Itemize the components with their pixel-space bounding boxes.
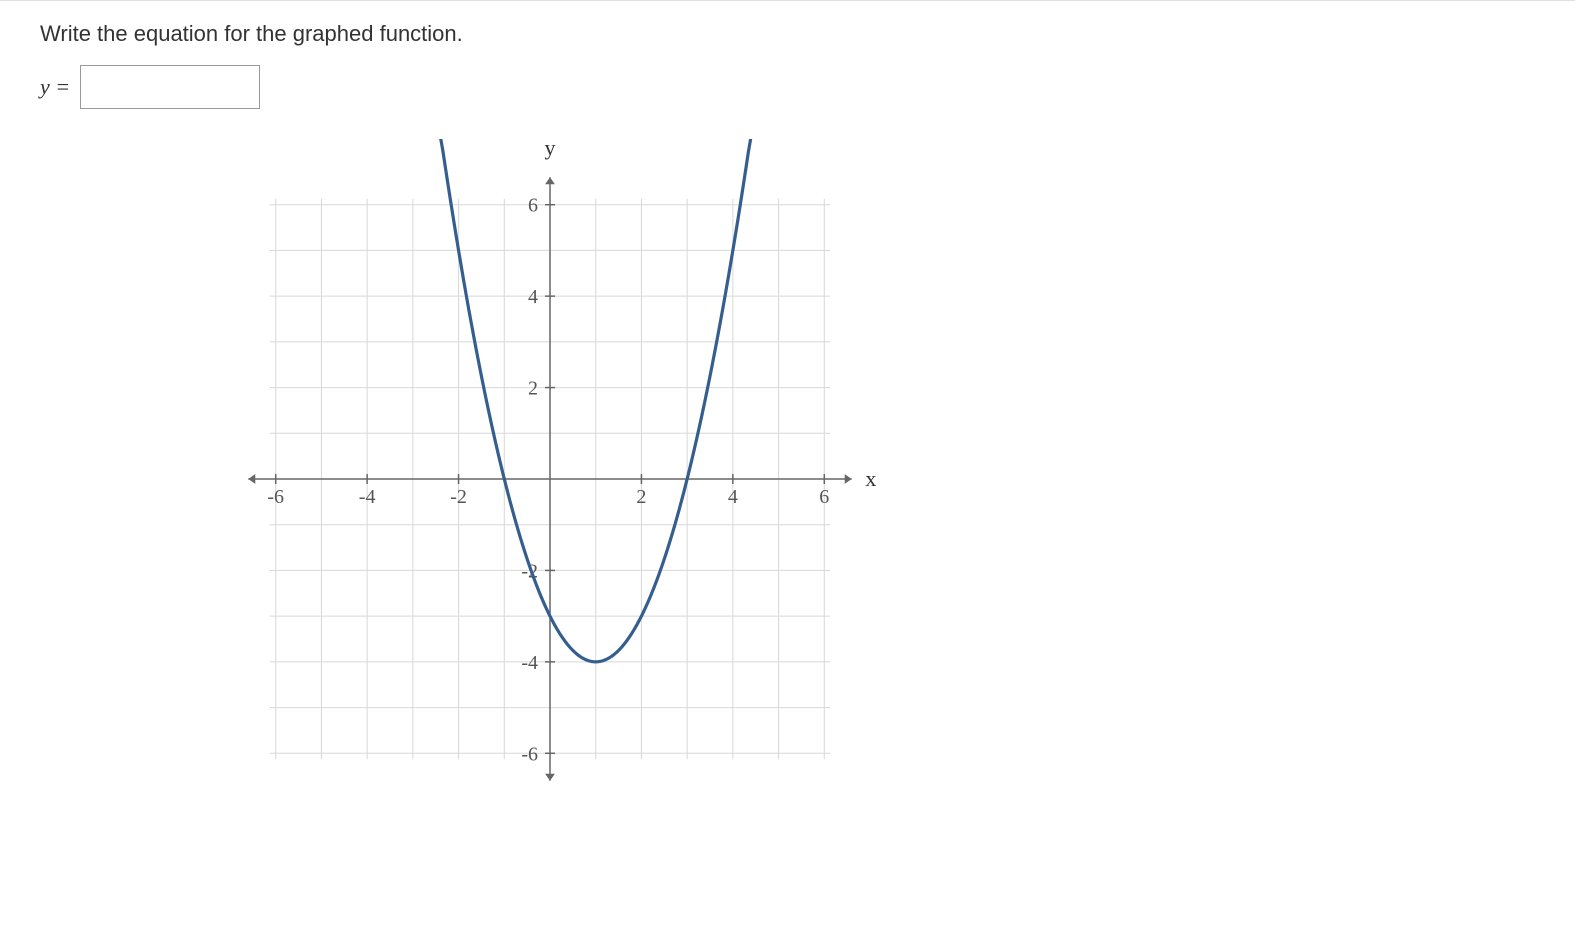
x-tick-label: -4 <box>359 486 376 508</box>
answer-row: y = <box>40 65 1535 109</box>
x-tick-label: -2 <box>450 486 467 508</box>
chart-svg: -6-4-2246642-2-4-6xy <box>210 139 890 819</box>
y-axis-label: y <box>545 139 556 160</box>
x-tick-label: -6 <box>267 486 284 508</box>
parabola-chart: -6-4-2246642-2-4-6xy <box>210 139 1535 819</box>
y-tick-label: -6 <box>521 743 538 765</box>
x-tick-label: 4 <box>728 486 738 508</box>
x-axis-label: x <box>865 466 876 491</box>
x-tick-label: 6 <box>819 486 829 508</box>
answer-label: y = <box>40 74 70 100</box>
equation-input[interactable] <box>80 65 260 109</box>
y-tick-label: 4 <box>528 286 538 308</box>
question-panel: Write the equation for the graphed funct… <box>0 0 1575 952</box>
y-tick-label: 2 <box>528 378 538 400</box>
y-tick-label: -4 <box>521 652 538 674</box>
y-tick-label: 6 <box>528 195 538 217</box>
x-tick-label: 2 <box>636 486 646 508</box>
question-prompt: Write the equation for the graphed funct… <box>40 21 1535 47</box>
